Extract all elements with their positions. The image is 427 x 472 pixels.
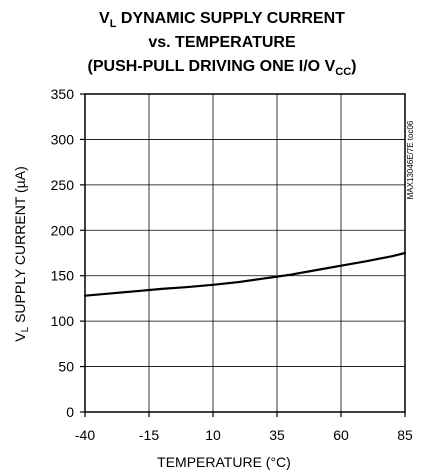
x-tick-label: 10 bbox=[205, 427, 221, 443]
chart-title-line-1: VL DYNAMIC SUPPLY CURRENT bbox=[99, 10, 345, 30]
chart-title-line-2: vs. TEMPERATURE bbox=[148, 34, 296, 51]
y-tick-label: 200 bbox=[51, 222, 75, 238]
y-tick-label: 250 bbox=[51, 177, 75, 193]
x-tick-labels: -40 -15 10 35 60 85 bbox=[75, 427, 413, 443]
x-tick-label: -40 bbox=[75, 427, 95, 443]
y-tick-label: 150 bbox=[51, 268, 75, 284]
y-tick-label: 0 bbox=[66, 404, 74, 420]
y-tick-label: 100 bbox=[51, 313, 75, 329]
chart-title-line-3: (PUSH-PULL DRIVING ONE I/O VCC) bbox=[88, 58, 357, 78]
y-tick-label: 350 bbox=[51, 86, 75, 102]
plot-frame bbox=[84, 93, 406, 413]
grid bbox=[85, 94, 405, 412]
y-tick-label: 300 bbox=[51, 131, 75, 147]
x-tick-label: 85 bbox=[397, 427, 413, 443]
x-tick-label: -15 bbox=[139, 427, 159, 443]
chart-title: VL DYNAMIC SUPPLY CURRENT vs. TEMPERATUR… bbox=[88, 10, 357, 78]
part-number-annotation: MAX13046E/7E toc06 bbox=[406, 120, 415, 199]
y-axis-label: VL SUPPLY CURRENT (µA) bbox=[12, 166, 31, 341]
tick-marks bbox=[80, 93, 406, 417]
x-tick-label: 35 bbox=[269, 427, 285, 443]
series-layer bbox=[83, 251, 407, 297]
y-tick-label: 50 bbox=[58, 359, 74, 375]
y-tick-labels: 0 50 100 150 200 250 300 350 bbox=[51, 86, 75, 420]
series-line bbox=[83, 251, 407, 297]
x-axis-label: TEMPERATURE (°C) bbox=[157, 454, 291, 470]
x-tick-label: 60 bbox=[333, 427, 349, 443]
